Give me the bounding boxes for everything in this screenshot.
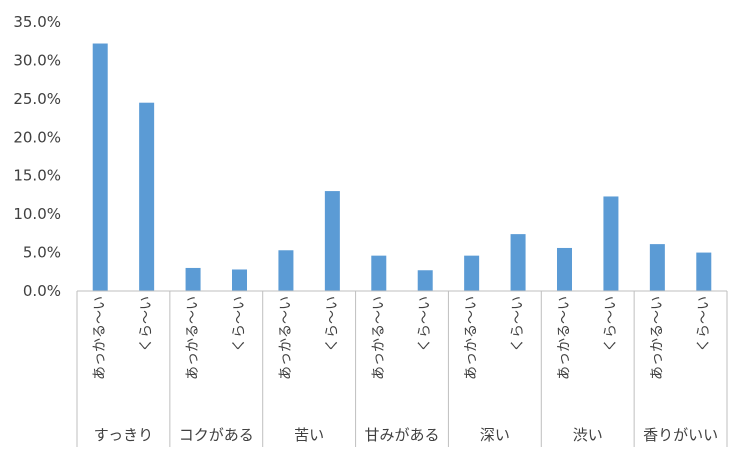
x-group-label: 香りがいい	[643, 426, 718, 444]
y-tick-label: 15.0%	[13, 167, 61, 185]
x-sub-label: くら〜い	[139, 296, 155, 352]
x-sub-label: くら〜い	[510, 296, 526, 352]
bar	[603, 196, 619, 291]
bar	[371, 255, 387, 291]
bar	[649, 244, 665, 291]
x-sub-label: くら〜い	[417, 296, 433, 352]
x-group-label: コクがある	[179, 426, 254, 444]
bar	[92, 43, 108, 291]
y-tick-label: 25.0%	[13, 90, 61, 108]
bar	[232, 269, 247, 291]
y-tick-label: 30.0%	[13, 51, 61, 69]
x-sub-label: あっかる〜い	[557, 296, 573, 380]
x-sub-label: あっかる〜い	[464, 296, 480, 380]
x-group-label: 甘みがある	[364, 426, 439, 444]
x-group-label: 苦い	[294, 426, 324, 444]
y-tick-label: 5.0%	[23, 244, 61, 262]
y-tick-label: 0.0%	[23, 282, 61, 300]
bars	[92, 43, 712, 291]
x-sub-label: あっかる〜い	[278, 296, 294, 380]
y-tick-label: 10.0%	[13, 205, 61, 223]
bar	[696, 252, 712, 291]
bar	[139, 102, 155, 291]
bar	[324, 191, 340, 291]
x-sub-label: くら〜い	[696, 296, 712, 352]
bar	[417, 270, 433, 291]
x-sub-label: くら〜い	[324, 296, 340, 352]
x-sub-label: あっかる〜い	[371, 296, 387, 380]
bar	[464, 255, 480, 291]
x-sub-label: あっかる〜い	[185, 296, 201, 380]
x-sub-label: くら〜い	[603, 296, 619, 352]
bar	[557, 247, 572, 291]
bar	[185, 267, 201, 291]
y-tick-label: 35.0%	[13, 13, 61, 31]
y-axis: 0.0% 5.0% 10.0% 15.0% 20.0% 25.0% 30.0% 35.0%	[13, 13, 61, 300]
x-group-label: 渋い	[573, 426, 603, 444]
x-sub-label: あっかる〜い	[92, 296, 108, 380]
x-group-label: 深い	[480, 426, 510, 444]
x-sub-label: くら〜い	[232, 296, 248, 352]
x-group-label: すっきり	[94, 426, 153, 444]
y-tick-label: 20.0%	[13, 128, 61, 146]
bar	[278, 250, 294, 291]
bar	[510, 234, 526, 291]
x-sub-label: あっかる〜い	[649, 296, 665, 380]
